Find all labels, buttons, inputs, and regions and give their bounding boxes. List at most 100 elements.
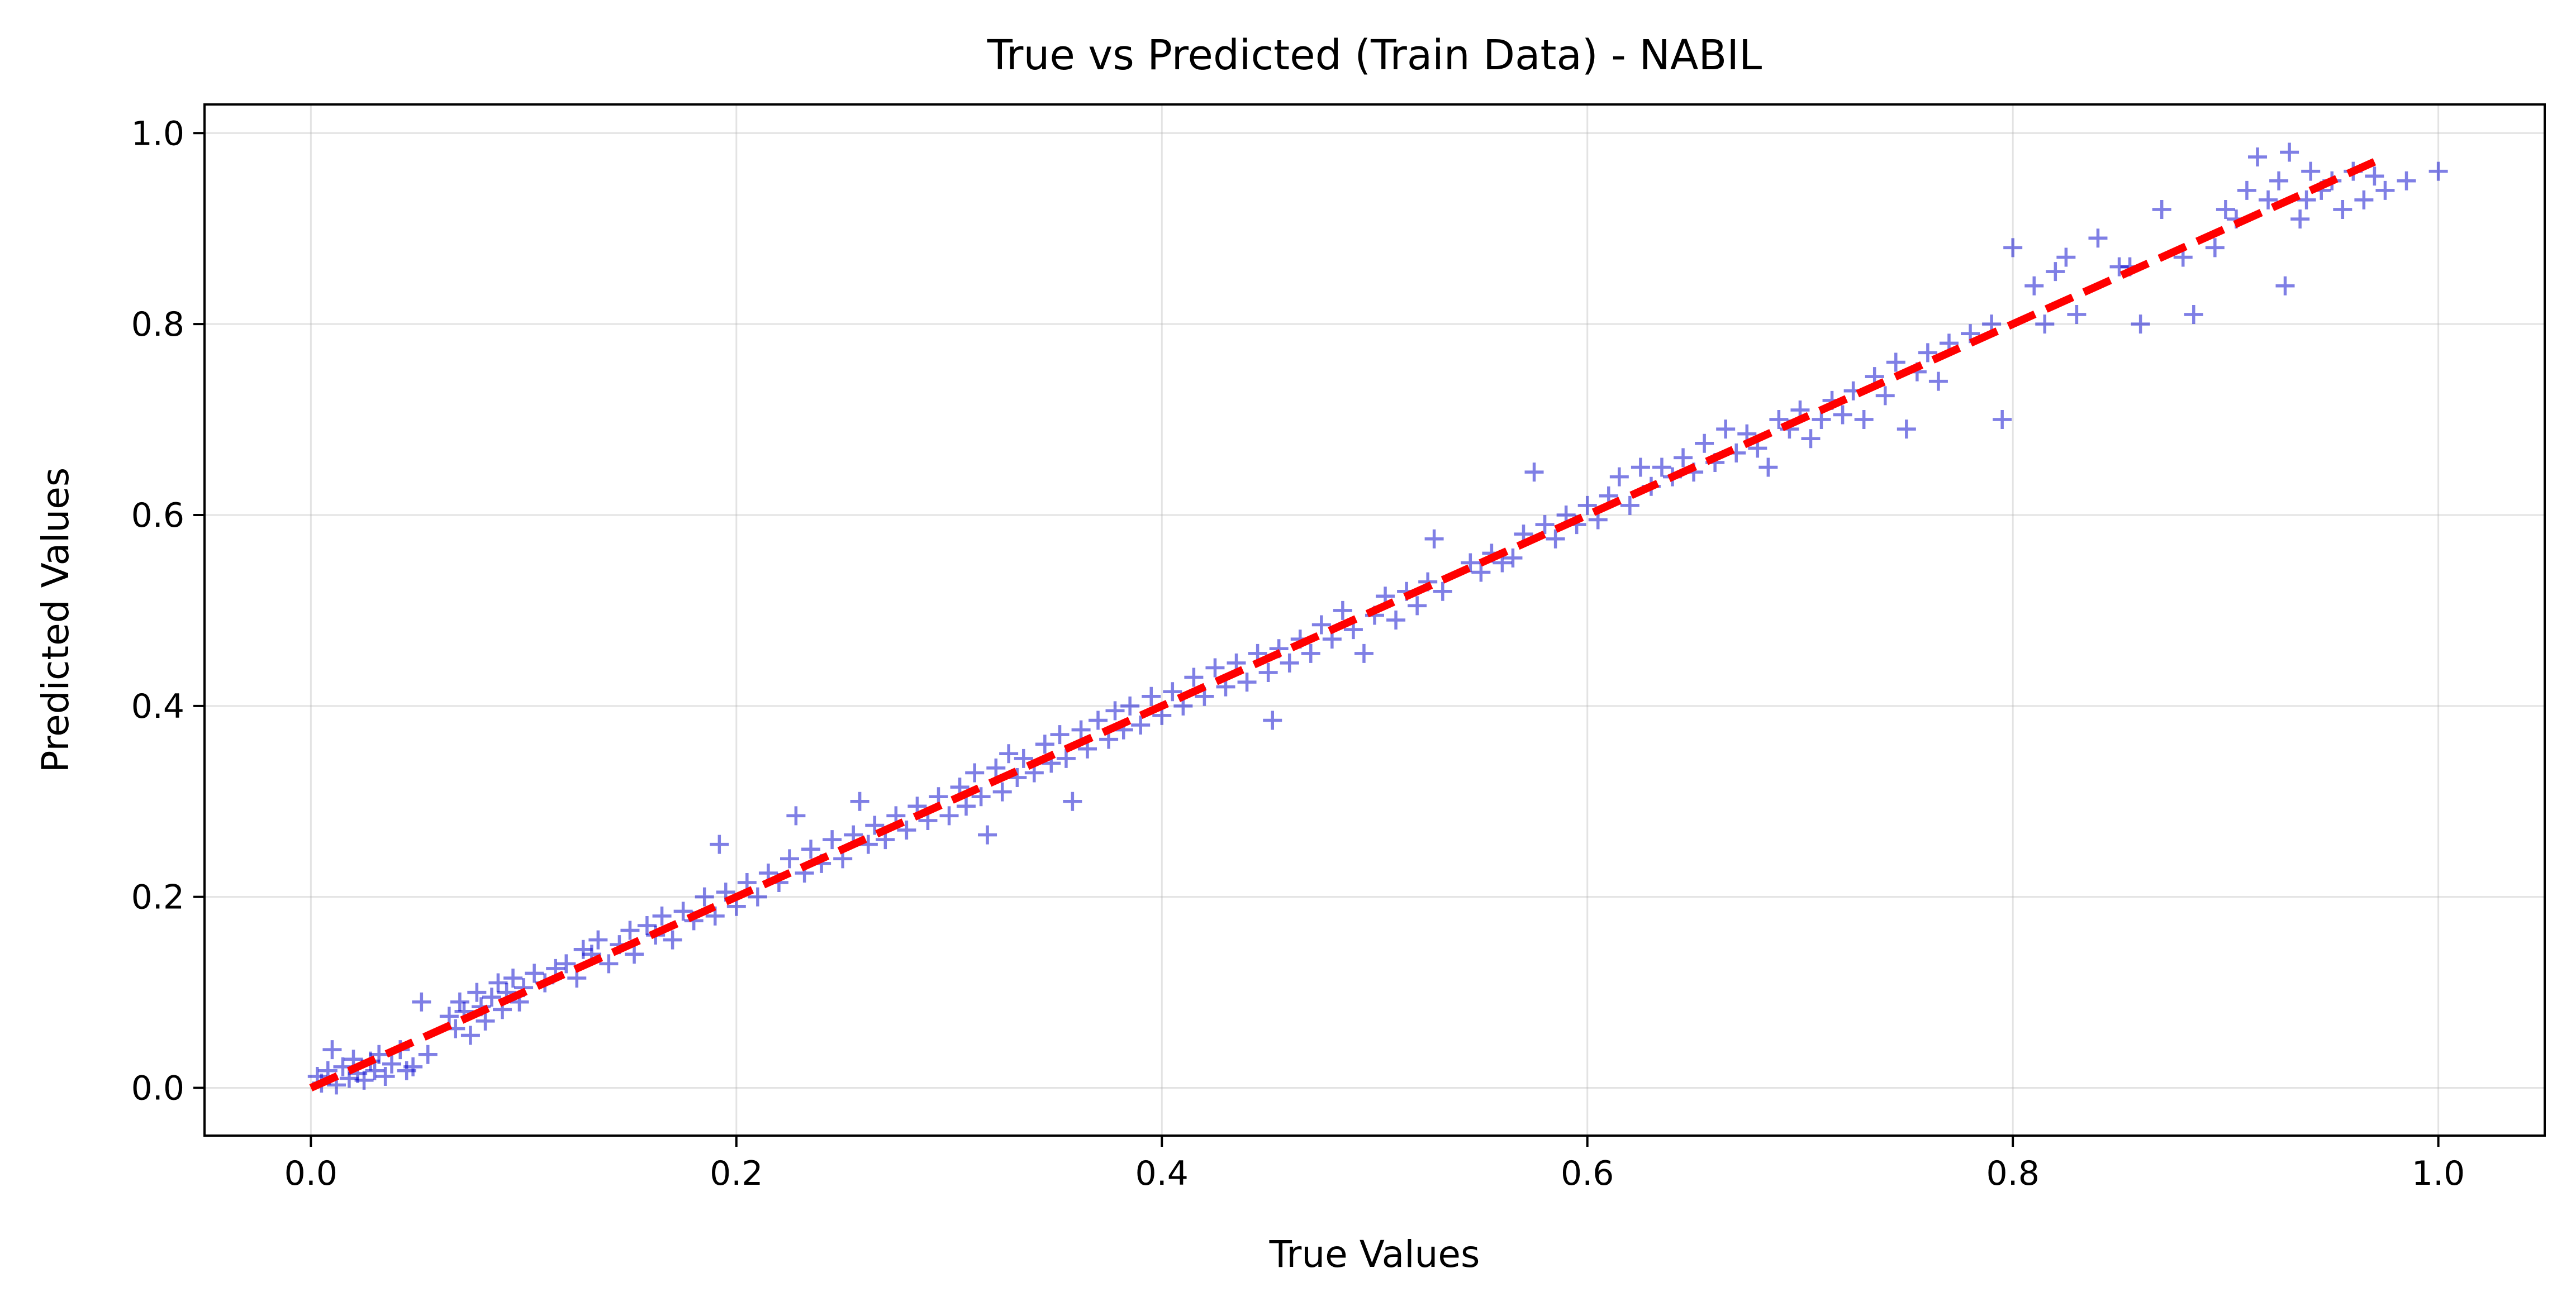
data-point [1354, 643, 1373, 663]
data-point [2067, 305, 2087, 325]
data-point [865, 816, 885, 835]
data-point [450, 992, 469, 1012]
data-point [412, 992, 431, 1012]
data-point [1577, 495, 1597, 515]
data-point [1333, 600, 1352, 620]
data-point [1263, 711, 1282, 730]
data-point [1035, 735, 1054, 754]
data-point [986, 758, 1006, 778]
data-point [652, 906, 672, 926]
y-tick-label: 0.0 [131, 1069, 184, 1108]
y-axis-label: Predicted Values [34, 468, 77, 773]
data-point [1311, 615, 1331, 635]
data-point [2428, 161, 2448, 181]
data-point [573, 940, 593, 959]
data-point [1503, 548, 1523, 568]
data-point [1897, 419, 1916, 439]
data-point [482, 988, 501, 1007]
data-point [2248, 147, 2268, 167]
data-point [620, 921, 640, 940]
y-tick-label: 0.4 [131, 687, 184, 726]
data-point [695, 887, 714, 907]
data-point [823, 830, 842, 850]
data-point [460, 1026, 480, 1045]
data-point [1674, 448, 1693, 468]
data-point [2365, 166, 2384, 186]
data-point [1237, 673, 1257, 692]
data-point [369, 1045, 389, 1064]
y-tick-label: 0.2 [131, 878, 184, 917]
data-point [1631, 457, 1650, 477]
data-point [1280, 653, 1299, 673]
grid-lines [205, 104, 2545, 1136]
data-point [625, 945, 644, 964]
y-axis-ticks: 0.0 0.2 0.4 0.6 0.8 1.0 [131, 114, 205, 1108]
x-tick-label: 0.8 [1986, 1154, 2039, 1193]
data-point [1875, 386, 1895, 406]
data-point [2088, 228, 2108, 248]
reference-line [309, 158, 2377, 1091]
data-point [1014, 749, 1033, 768]
data-point [418, 1045, 438, 1064]
x-axis-label: True Values [1269, 1233, 1480, 1276]
data-point [503, 968, 523, 988]
data-point [637, 916, 657, 935]
data-point [780, 849, 799, 869]
y-tick-label: 0.8 [131, 305, 184, 344]
data-point [2301, 161, 2321, 181]
data-point [1695, 433, 1714, 453]
data-point [557, 954, 576, 974]
data-point [1386, 611, 1406, 630]
data-point [786, 806, 806, 826]
data-point [1471, 562, 1491, 582]
data-point [2280, 142, 2299, 162]
data-point [2275, 276, 2295, 295]
data-point [1524, 463, 1544, 482]
data-point [957, 797, 976, 816]
data-point [1918, 343, 1937, 363]
data-point [1105, 701, 1125, 721]
data-point [588, 930, 608, 950]
data-point [1120, 696, 1140, 716]
data-point [1424, 529, 1444, 549]
data-point [2035, 314, 2055, 334]
plot-frame [203, 103, 2546, 1137]
data-point [1258, 663, 1278, 683]
data-point [1546, 529, 1565, 549]
data-point [1408, 596, 1427, 616]
chart-title: True vs Predicted (Train Data) - NABIL [987, 31, 1762, 79]
reference-line-group [309, 158, 2377, 1091]
data-point [992, 782, 1012, 802]
data-point [2333, 200, 2352, 220]
x-tick-label: 0.6 [1561, 1154, 1614, 1193]
data-point [663, 930, 682, 950]
data-point [939, 806, 959, 826]
data-point [1535, 515, 1555, 535]
data-point [2397, 171, 2416, 190]
x-tick-label: 0.2 [710, 1154, 763, 1193]
data-point [1301, 643, 1320, 663]
data-point [673, 902, 693, 921]
data-point [1433, 581, 1452, 601]
data-point [1928, 371, 1948, 391]
data-point [897, 821, 916, 840]
data-point [2184, 305, 2203, 325]
data-point [2297, 190, 2316, 209]
data-point [2216, 200, 2235, 220]
data-point [1063, 792, 1082, 811]
data-point [1071, 720, 1091, 740]
data-point [1716, 419, 1736, 439]
y-tick-label: 1.0 [131, 114, 184, 153]
data-point [599, 954, 619, 974]
data-point [2205, 238, 2225, 258]
data-point [2290, 209, 2310, 229]
data-point [525, 964, 544, 983]
data-point [710, 835, 729, 854]
x-tick-label: 1.0 [2412, 1154, 2465, 1193]
data-point [2354, 190, 2374, 209]
data-point [1886, 352, 1905, 372]
data-point [978, 825, 997, 845]
data-point [2131, 314, 2150, 334]
data-point [476, 1011, 495, 1031]
